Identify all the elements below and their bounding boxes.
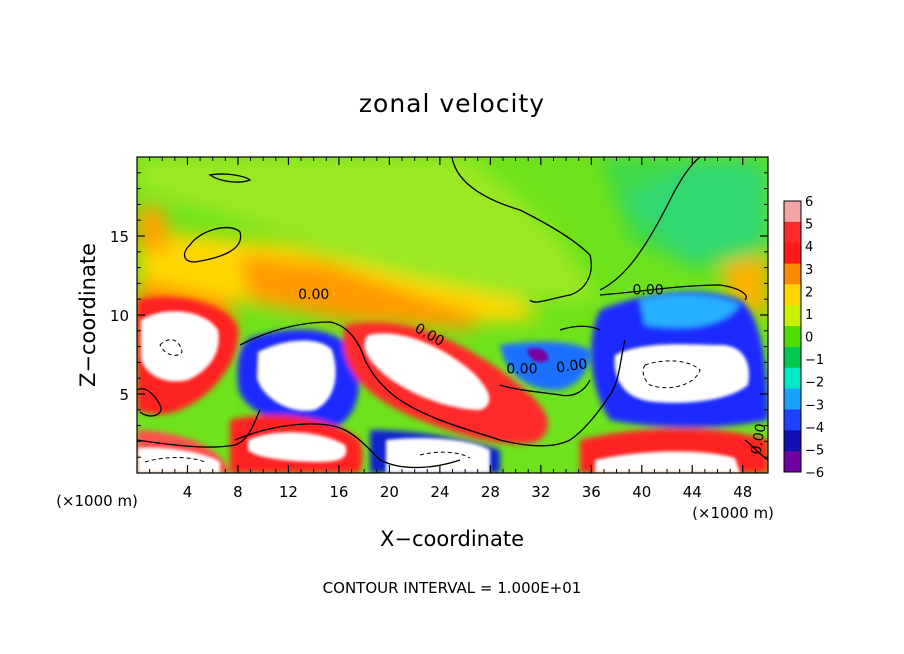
x-tick-label: 4 xyxy=(183,483,193,501)
colorbar-tick-label: 3 xyxy=(805,263,813,278)
colorbar-tick-label: −3 xyxy=(805,398,824,413)
colorbar-tick-label: 6 xyxy=(805,195,813,210)
colorbar-swatch xyxy=(784,346,801,369)
x-tick-label: 28 xyxy=(481,483,500,501)
colorbar-swatch xyxy=(784,284,801,306)
colorbar-swatch xyxy=(784,409,801,431)
colorbar-tick-label: −4 xyxy=(805,421,824,436)
colorbar-tick-label: 2 xyxy=(805,285,813,300)
y-tick-label: 5 xyxy=(119,386,129,404)
chart-title: zonal velocity xyxy=(359,89,545,118)
colorbar-swatch xyxy=(784,221,801,244)
colorbar-tick-label: 5 xyxy=(805,218,813,233)
colorbar-swatch xyxy=(784,430,801,452)
colorbar-swatch xyxy=(784,451,801,473)
x-tick-label: 16 xyxy=(329,483,348,501)
x-tick-group: 4 8 12 16 20 24 28 32 36 40 44 48 xyxy=(149,157,756,501)
x-tick-label: 12 xyxy=(279,483,298,501)
y-tick-label: 10 xyxy=(110,307,129,325)
x-tick-label: 44 xyxy=(683,483,702,501)
colorbar-swatch xyxy=(784,367,801,390)
contour-lines xyxy=(137,157,768,469)
colorbar-swatch xyxy=(784,242,801,265)
x-tick-label: 48 xyxy=(733,483,752,501)
colorbar-swatch xyxy=(784,326,801,348)
x-tick-label: 24 xyxy=(430,483,449,501)
colorbar-swatch xyxy=(784,201,801,223)
colorbar-tick-label: −2 xyxy=(805,376,824,391)
contour-label: 0.00 xyxy=(633,282,664,298)
colorbar-swatch xyxy=(784,388,801,410)
y-axis-label: Z−coordinate xyxy=(76,243,100,387)
colorbar-swatch xyxy=(784,305,801,327)
colorbar xyxy=(783,200,802,473)
x-unit-label: (×1000 m) xyxy=(56,492,138,510)
colorbar-tick-label: −6 xyxy=(805,466,824,481)
colorbar-tick-label: −1 xyxy=(805,353,824,368)
colorbar-tick-group: 6 5 4 3 2 1 0 −1 −2 −3 −4 −5 −6 xyxy=(805,195,824,481)
y-tick-label: 15 xyxy=(110,228,129,246)
contour-label-group: 0.000.000.00 0.000.000.00 xyxy=(298,282,770,455)
contour-label: 0.00 xyxy=(555,356,588,376)
x-tick-label: 8 xyxy=(233,483,243,501)
x-tick-label: 32 xyxy=(531,483,550,501)
x-tick-label: 40 xyxy=(632,483,651,501)
colorbar-frame xyxy=(783,200,802,473)
colorbar-tick-label: −5 xyxy=(805,443,824,458)
colorbar-tick-label: 0 xyxy=(805,331,813,346)
colorbar-tick-label: 4 xyxy=(805,240,813,255)
x-tick-label: 36 xyxy=(582,483,601,501)
y-tick-group: 5 10 15 xyxy=(110,172,768,458)
dashed-contours xyxy=(144,339,701,463)
contour-label: 0.00 xyxy=(748,422,769,455)
heatmap-field xyxy=(137,157,768,473)
contour-label: 0.00 xyxy=(298,287,329,303)
contour-label: 0.00 xyxy=(506,361,537,377)
z-unit-label: (×1000 m) xyxy=(692,504,774,522)
x-tick-label: 20 xyxy=(380,483,399,501)
colorbar-swatch xyxy=(784,263,801,285)
contour-interval-footer: CONTOUR INTERVAL = 1.000E+01 xyxy=(323,579,582,597)
colorbar-tick-label: 1 xyxy=(805,308,813,323)
x-axis-label: X−coordinate xyxy=(380,527,524,551)
